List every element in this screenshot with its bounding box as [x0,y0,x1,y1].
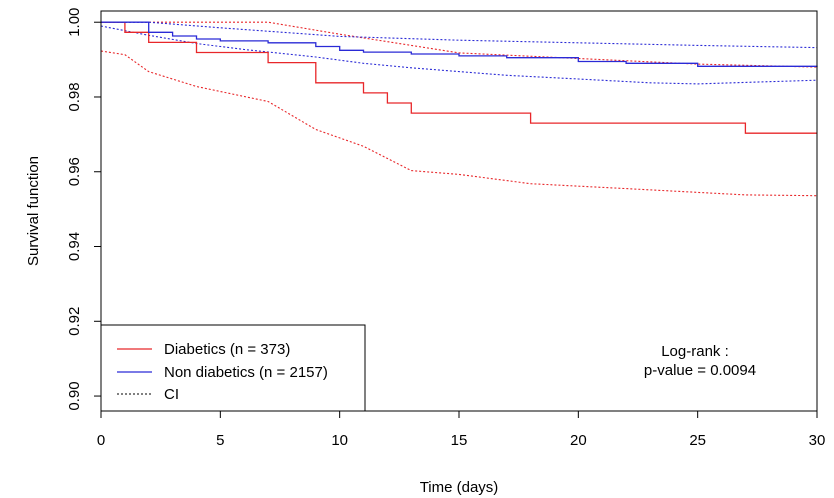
ci-lower-line-0 [100,50,818,197]
x-tick-label: 10 [331,432,348,449]
legend-box [100,324,366,412]
survival-curve-1 [101,21,818,68]
y-tick-label: 0.98 [66,82,83,111]
legend-label-1: Non diabetics (n = 2157) [164,364,328,381]
logrank-annotation: Log-rank : p-value = 0.0094 [644,343,756,379]
y-tick-label: 0.92 [66,307,83,336]
x-axis: 0 5 10 15 20 25 30 [97,410,826,449]
x-axis-label: Time (days) [420,479,499,496]
x-tick-label: 0 [97,432,105,449]
x-tick-label: 5 [216,432,224,449]
x-tick-label: 20 [570,432,587,449]
annotation-line-2: p-value = 0.0094 [644,362,756,379]
plot-layer [100,21,818,197]
legend: Diabetics (n = 373) Non diabetics (n = 21… [100,324,366,412]
legend-label-0: Diabetics (n = 373) [164,341,290,358]
y-tick-label: 0.94 [66,232,83,261]
survival-curve-0 [101,21,817,134]
x-tick-label: 30 [809,432,826,449]
y-tick-label: 1.00 [66,8,83,37]
y-axis-label: Survival function [25,156,42,266]
x-tick-label: 25 [689,432,706,449]
legend-label-2: CI [164,386,179,403]
x-tick-label: 15 [451,432,468,449]
annotation-line-1: Log-rank : [661,343,729,360]
ci-upper-line-0 [101,21,818,68]
y-axis: 0.90 0.92 0.94 0.96 0.98 1.00 [66,8,102,411]
ci-upper-line-1 [101,21,818,49]
y-tick-label: 0.96 [66,157,83,186]
y-tick-label: 0.90 [66,381,83,410]
